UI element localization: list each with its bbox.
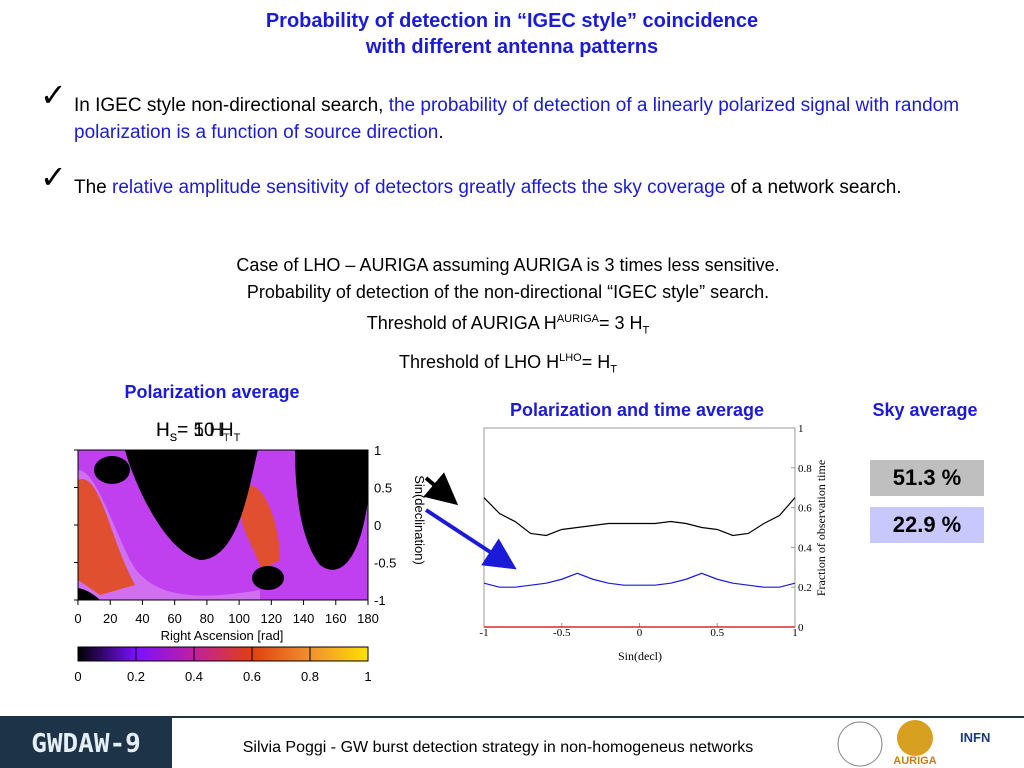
- x-tick-label: 120: [260, 611, 282, 626]
- title-line: with different antenna patterns: [365, 36, 659, 58]
- y-tick-label: 0.5: [374, 481, 392, 496]
- footer-text: Silvia Poggi - GW burst detection strate…: [243, 739, 753, 756]
- t: H: [156, 420, 170, 441]
- y-tick-label: -1: [374, 593, 386, 608]
- colorbar-tick-label: 0.8: [301, 669, 319, 684]
- y-tick-label: 1: [374, 443, 381, 458]
- t: = 10 H: [177, 420, 234, 441]
- heading: Polarization average: [124, 382, 300, 402]
- t: = H: [581, 351, 611, 372]
- bullet-text: In IGEC style non-directional search,: [74, 95, 389, 116]
- series-line: [483, 497, 796, 537]
- y-tick-label: 0.4: [798, 542, 812, 554]
- bullet-text: The: [74, 177, 113, 198]
- x-tick-label: 0: [74, 611, 81, 626]
- case-text: Case of LHO – AURIGA assuming AURIGA is …: [0, 252, 1016, 383]
- y-tick-label: 0.2: [798, 582, 812, 594]
- footer-logo: GWDAW-9: [31, 729, 141, 759]
- x-tick-label: 100: [228, 611, 250, 626]
- x-tick-label: 0: [637, 627, 643, 639]
- colorbar-tick-label: 1: [364, 669, 371, 684]
- check-icon: ✓: [40, 158, 67, 196]
- footer-logo-bg: [0, 716, 172, 768]
- x-tick-label: 40: [135, 611, 149, 626]
- check-icon: ✓: [40, 76, 67, 114]
- bullet-text: .: [438, 122, 444, 143]
- t: AURIGA: [556, 313, 599, 325]
- x-tick-label: 60: [167, 611, 181, 626]
- t: H: [156, 420, 170, 441]
- t: S: [169, 431, 178, 444]
- infn-text: INFN: [960, 730, 990, 745]
- y-tick-label: 1: [798, 423, 804, 435]
- y-tick-label: 0: [798, 622, 804, 634]
- y-tick-label: -0.5: [374, 556, 396, 571]
- t: T: [610, 363, 617, 376]
- colorbar: [77, 646, 369, 662]
- case-line: Probability of detection of the non-dire…: [246, 282, 770, 302]
- colorbar-tick-label: 0: [74, 669, 81, 684]
- x-tick-label: -0.5: [553, 627, 571, 639]
- t: = 5 H: [177, 420, 224, 441]
- x-tick-label: 20: [103, 611, 117, 626]
- series-line: [483, 572, 796, 588]
- auriga-text: AURIGA: [893, 755, 936, 767]
- colorbar-tick-label: 0.4: [185, 669, 203, 684]
- x-axis-label: Right Ascension [rad]: [161, 628, 284, 643]
- x-tick-label: 140: [293, 611, 315, 626]
- auriga-logo: [897, 720, 933, 756]
- title: Probability of detection in “IGEC style”…: [0, 8, 1024, 60]
- t: Threshold of LHO H: [399, 351, 560, 372]
- sky-value: 22.9 %: [870, 507, 984, 543]
- y-tick-label: 0.8: [798, 463, 812, 475]
- heading: Sky average: [872, 400, 978, 420]
- colorbar-tick-label: 0.2: [127, 669, 145, 684]
- heading: Polarization and time average: [509, 400, 765, 420]
- x-tick-label: 180: [357, 611, 379, 626]
- t: T: [223, 431, 230, 444]
- title-line: Probability of detection in “IGEC style”…: [265, 10, 759, 32]
- y-axis-label: Sin(declination): [412, 475, 427, 565]
- y-tick-label: 0.6: [798, 503, 812, 515]
- label: HS= 10 HT: [156, 420, 240, 444]
- x-tick-label: 0.5: [710, 627, 724, 639]
- case-line: Threshold of LHO HLHO= HT: [0, 345, 1016, 384]
- label: HS= 5 HT: [156, 420, 230, 444]
- heatmap: [77, 449, 369, 601]
- sky-value: 51.3 %: [870, 460, 984, 496]
- x-axis-label: Sin(decl): [618, 649, 662, 663]
- bullet-text: the probability of detection of a linear…: [74, 95, 960, 143]
- y-axis-label: Fraction of observation time: [814, 460, 828, 596]
- t: = 3 H: [599, 313, 643, 333]
- bullet-text: of a network search.: [725, 177, 902, 198]
- seal: [837, 721, 883, 767]
- arrow: [423, 472, 459, 506]
- case-line: Threshold of AURIGA HAURIGA= 3 HT: [0, 306, 1016, 345]
- x-tick-label: -1: [479, 627, 488, 639]
- case-line: Case of LHO – AURIGA assuming AURIGA is …: [236, 255, 780, 275]
- plot-frame: [483, 427, 796, 628]
- bullet: The relative amplitude sensitivity of de…: [74, 174, 1004, 201]
- colorbar-tick-label: 0.6: [243, 669, 261, 684]
- x-tick-label: 160: [325, 611, 347, 626]
- arrow: [424, 508, 517, 570]
- t: T: [642, 324, 650, 337]
- bullet: In IGEC style non-directional search, th…: [74, 92, 1004, 146]
- x-tick-label: 80: [200, 611, 214, 626]
- t: LHO: [559, 351, 582, 364]
- t: S: [169, 431, 178, 444]
- y-tick-label: 0: [374, 518, 381, 533]
- t: Threshold of AURIGA H: [366, 313, 557, 333]
- bullet-text: relative amplitude sensitivity of detect…: [112, 177, 726, 198]
- x-tick-label: 1: [792, 627, 798, 639]
- t: T: [233, 431, 241, 444]
